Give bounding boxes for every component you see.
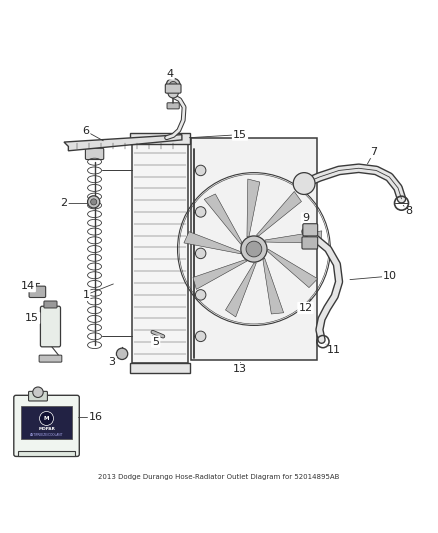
Text: 4: 4 (166, 69, 173, 78)
FancyBboxPatch shape (40, 306, 60, 347)
FancyBboxPatch shape (44, 301, 57, 308)
FancyBboxPatch shape (39, 355, 62, 362)
Circle shape (195, 331, 206, 342)
Text: MOPAR: MOPAR (38, 427, 55, 431)
Circle shape (33, 387, 43, 398)
FancyBboxPatch shape (21, 406, 72, 439)
Circle shape (170, 82, 177, 89)
FancyBboxPatch shape (29, 286, 46, 297)
Text: 11: 11 (326, 345, 340, 356)
Text: 16: 16 (89, 412, 103, 422)
Text: 2: 2 (60, 198, 67, 208)
Circle shape (39, 411, 53, 425)
Polygon shape (193, 260, 247, 289)
Text: 6: 6 (82, 126, 89, 136)
Text: 14: 14 (21, 281, 35, 291)
Circle shape (117, 348, 128, 359)
Circle shape (91, 199, 97, 205)
Circle shape (195, 248, 206, 259)
FancyBboxPatch shape (191, 138, 317, 360)
FancyBboxPatch shape (302, 237, 318, 249)
Text: 15: 15 (233, 130, 247, 140)
Circle shape (246, 241, 262, 257)
Text: 8: 8 (405, 206, 413, 216)
Circle shape (241, 236, 267, 262)
Circle shape (168, 87, 178, 98)
Circle shape (88, 196, 100, 208)
Text: 9: 9 (302, 214, 309, 223)
FancyBboxPatch shape (130, 362, 190, 374)
FancyBboxPatch shape (132, 144, 188, 362)
Text: 12: 12 (298, 303, 312, 313)
Text: ANTIFREEZE/COOLANT: ANTIFREEZE/COOLANT (30, 433, 63, 437)
Circle shape (166, 78, 180, 92)
Text: 5: 5 (152, 337, 159, 346)
Text: M: M (44, 416, 49, 421)
Polygon shape (226, 263, 256, 317)
Polygon shape (184, 232, 241, 254)
FancyBboxPatch shape (165, 84, 181, 93)
Circle shape (195, 207, 206, 217)
Polygon shape (247, 179, 260, 237)
Polygon shape (204, 194, 242, 244)
Polygon shape (256, 191, 301, 236)
Circle shape (293, 173, 315, 195)
Circle shape (195, 289, 206, 300)
FancyBboxPatch shape (14, 395, 79, 456)
Polygon shape (265, 231, 322, 243)
Text: 3: 3 (109, 357, 116, 367)
FancyBboxPatch shape (130, 133, 190, 144)
Text: 2013 Dodge Durango Hose-Radiator Outlet Diagram for 52014895AB: 2013 Dodge Durango Hose-Radiator Outlet … (98, 474, 340, 480)
Text: 7: 7 (371, 147, 378, 157)
Text: 10: 10 (383, 271, 397, 281)
Polygon shape (268, 249, 318, 288)
FancyBboxPatch shape (85, 148, 104, 159)
FancyBboxPatch shape (18, 451, 75, 456)
FancyBboxPatch shape (167, 103, 179, 109)
Circle shape (195, 165, 206, 176)
Text: 13: 13 (233, 364, 247, 374)
FancyBboxPatch shape (303, 224, 318, 236)
Polygon shape (64, 135, 182, 151)
Text: 1: 1 (82, 290, 89, 300)
Polygon shape (263, 258, 284, 314)
Text: 15: 15 (25, 313, 39, 323)
FancyBboxPatch shape (28, 391, 47, 401)
